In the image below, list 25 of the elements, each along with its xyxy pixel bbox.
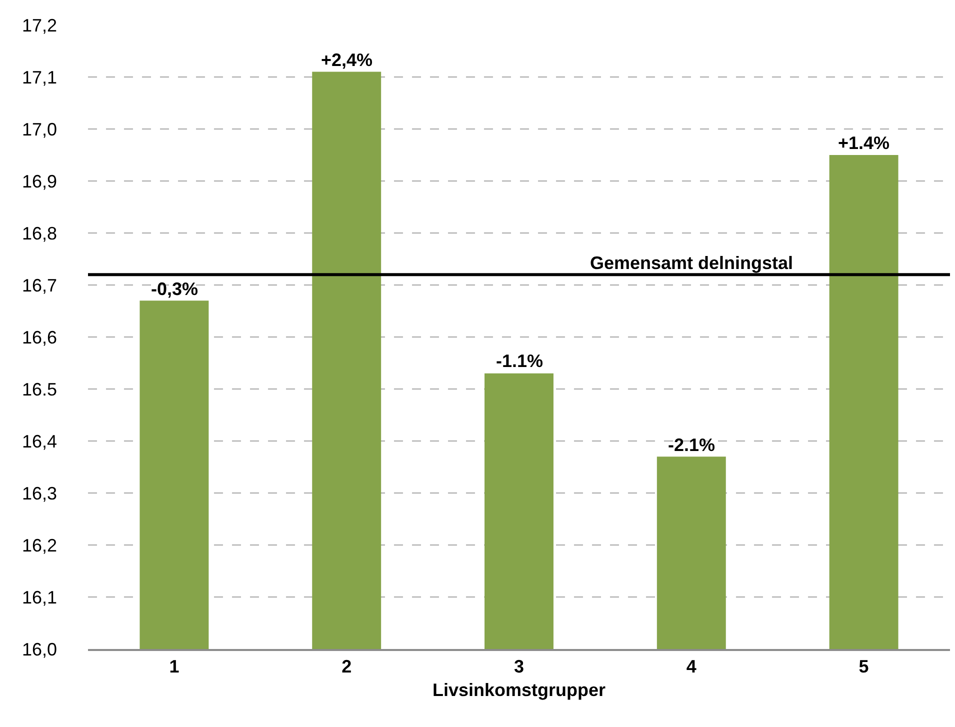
y-tick-label: 17,2 (22, 15, 57, 36)
y-tick-label: 16,0 (22, 639, 57, 660)
y-tick-label: 16,1 (22, 587, 57, 608)
y-tick-label: 17,0 (22, 119, 57, 140)
y-tick-label: 16,4 (22, 431, 57, 452)
annotation: +1.4% (838, 133, 890, 153)
y-tick-label: 16,6 (22, 327, 57, 348)
x-tick-label: 5 (858, 656, 869, 677)
x-tick-label: 3 (514, 656, 524, 677)
annotation: +2,4% (321, 50, 373, 70)
y-tick-label: 16,2 (22, 535, 57, 556)
y-tick-label: 16,8 (22, 223, 57, 244)
y-tick-label: 16.5 (22, 379, 57, 400)
ref-line-label: Gemensamt delningstal (590, 253, 794, 273)
annotation: -0,3% (151, 279, 198, 299)
annotation: -2.1% (668, 435, 716, 455)
x-axis-title: Livsinkomstgrupper (432, 680, 606, 700)
y-tick-label: 17,1 (22, 67, 57, 88)
annotation: -1.1% (496, 351, 544, 371)
x-tick-label: 2 (342, 656, 352, 677)
y-tick-label: 16,7 (22, 275, 57, 296)
y-tick-label: 16,9 (22, 171, 57, 192)
x-tick-label: 1 (169, 656, 180, 677)
y-tick-label: 16,3 (22, 483, 57, 504)
x-tick-label: 4 (686, 656, 696, 677)
